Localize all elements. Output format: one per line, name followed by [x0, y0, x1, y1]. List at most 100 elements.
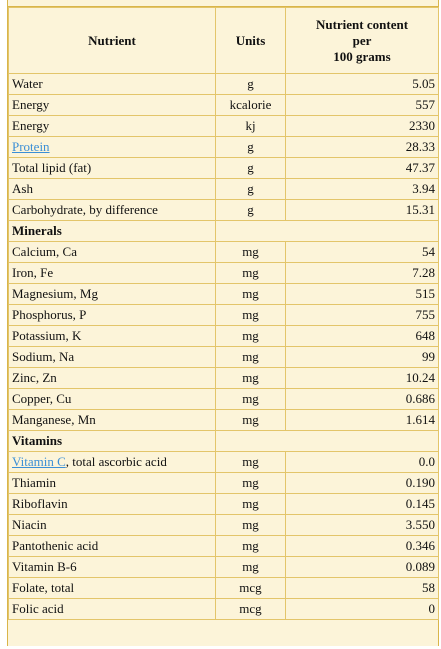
nutrient-name: Folic acid: [12, 601, 64, 616]
nutrient-cell: Folate, total: [8, 577, 216, 599]
nutrient-cell: Vitamin C, total ascorbic acid: [8, 451, 216, 473]
units-cell: mg: [215, 535, 286, 557]
table-row: Manganese, Mn mg 1.614: [8, 409, 439, 431]
table-container: Nutrient Units Nutrient content per 100 gr…: [7, 0, 439, 646]
header-cell: Nutrient content per 100 grams: [285, 7, 439, 74]
value-cell: 515: [285, 283, 439, 305]
nutrient-name: Magnesium, Mg: [12, 286, 98, 301]
nutrient-cell: Niacin: [8, 514, 216, 536]
value-cell: 58: [285, 577, 439, 599]
value-cell: 557: [285, 94, 439, 116]
table-row: Copper, Cu mg 0.686: [8, 388, 439, 410]
nutrient-cell: Sodium, Na: [8, 346, 216, 368]
nutrient-cell: Magnesium, Mg: [8, 283, 216, 305]
units-cell: mg: [215, 304, 286, 326]
nutrient-name: Zinc, Zn: [12, 370, 57, 385]
units-cell: mg: [215, 367, 286, 389]
value-cell: 755: [285, 304, 439, 326]
section-cell: Minerals: [8, 220, 216, 242]
header-row: Nutrient Units Nutrient content per 100 gr…: [8, 7, 439, 74]
units-cell: mg: [215, 262, 286, 284]
header-line: 100 grams: [333, 48, 391, 64]
units-cell: mg: [215, 409, 286, 431]
nutrient-name: Vitamin B-6: [12, 559, 77, 574]
header-line: Nutrient content: [315, 16, 409, 32]
nutrient-cell: Manganese, Mn: [8, 409, 216, 431]
nutrient-name: Thiamin: [12, 475, 57, 490]
nutrient-cell: Riboflavin: [8, 493, 216, 515]
units-cell: mg: [215, 472, 286, 494]
table-row: Water g 5.05: [8, 73, 439, 95]
table-row: Iron, Fe mg 7.28: [8, 262, 439, 284]
value-cell: 0.190: [285, 472, 439, 494]
nutrient-link[interactable]: Protein: [12, 139, 50, 154]
nutrient-cell: Iron, Fe: [8, 262, 216, 284]
table-row: Potassium, K mg 648: [8, 325, 439, 347]
units-cell: mg: [215, 493, 286, 515]
units-cell: mcg: [215, 598, 286, 620]
nutrient-cell: Ash: [8, 178, 216, 200]
nutrient-cell: Phosphorus, P: [8, 304, 216, 326]
value-cell: 0.346: [285, 535, 439, 557]
units-cell: g: [215, 136, 286, 158]
table-row: Folate, total mcg 58: [8, 577, 439, 599]
nutrient-link[interactable]: Vitamin C: [12, 454, 66, 469]
table-row: Pantothenic acid mg 0.346: [8, 535, 439, 557]
header-cell: Units: [215, 7, 286, 74]
table-row: Ash g 3.94: [8, 178, 439, 200]
units-cell: mg: [215, 451, 286, 473]
header-cell: Nutrient: [8, 7, 216, 74]
nutrient-cell: Potassium, K: [8, 325, 216, 347]
units-cell: mg: [215, 325, 286, 347]
table-row: Magnesium, Mg mg 515: [8, 283, 439, 305]
nutrient-cell: Calcium, Ca: [8, 241, 216, 263]
nutrient-cell: Folic acid: [8, 598, 216, 620]
value-cell: 99: [285, 346, 439, 368]
table-row: Energy kcalorie 557: [8, 94, 439, 116]
value-cell: 15.31: [285, 199, 439, 221]
nutrient-name: Carbohydrate, by difference: [12, 202, 158, 217]
nutrient-name: Phosphorus, P: [12, 307, 87, 322]
nutrient-name: Pantothenic acid: [12, 538, 99, 553]
table-body: Water g 5.05 Energy kcalorie 557 Energy kj 2330 P…: [8, 73, 439, 620]
value-cell: 648: [285, 325, 439, 347]
units-cell: g: [215, 73, 286, 95]
nutrient-name: Riboflavin: [12, 496, 68, 511]
nutrient-name: Energy: [12, 118, 50, 133]
nutrient-cell: Protein: [8, 136, 216, 158]
units-cell: mg: [215, 388, 286, 410]
nutrient-cell: Zinc, Zn: [8, 367, 216, 389]
table-row: Total lipid (fat) g 47.37: [8, 157, 439, 179]
nutrient-name: , total ascorbic acid: [65, 454, 167, 469]
table-row: Folic acid mcg 0: [8, 598, 439, 620]
units-cell: kcalorie: [215, 94, 286, 116]
value-cell: 0.089: [285, 556, 439, 578]
value-cell: 0.0: [285, 451, 439, 473]
table-row: Vitamin B-6 mg 0.089: [8, 556, 439, 578]
nutrient-name: Water: [12, 76, 43, 91]
nutrient-name: Ash: [12, 181, 33, 196]
nutrient-name: Folate, total: [12, 580, 75, 595]
value-cell: 7.28: [285, 262, 439, 284]
nutrient-name: Sodium, Na: [12, 349, 75, 364]
value-cell: 0.145: [285, 493, 439, 515]
units-cell: mcg: [215, 577, 286, 599]
value-cell: 10.24: [285, 367, 439, 389]
units-cell: g: [215, 199, 286, 221]
units-cell: g: [215, 178, 286, 200]
table-row: Zinc, Zn mg 10.24: [8, 367, 439, 389]
value-cell: 0.686: [285, 388, 439, 410]
nutrient-cell: Carbohydrate, by difference: [8, 199, 216, 221]
table-row: Vitamin C, total ascorbic acid mg 0.0: [8, 451, 439, 473]
units-cell: mg: [215, 346, 286, 368]
value-cell: 3.94: [285, 178, 439, 200]
top-strip: [8, 0, 438, 7]
nutrient-cell: Energy: [8, 115, 216, 137]
units-cell: mg: [215, 283, 286, 305]
nutrient-name: Copper, Cu: [12, 391, 72, 406]
table-row: Sodium, Na mg 99: [8, 346, 439, 368]
nutrient-table: Nutrient Units Nutrient content per 100 gr…: [8, 7, 439, 620]
value-cell: 54: [285, 241, 439, 263]
units-cell: mg: [215, 514, 286, 536]
value-cell: 47.37: [285, 157, 439, 179]
